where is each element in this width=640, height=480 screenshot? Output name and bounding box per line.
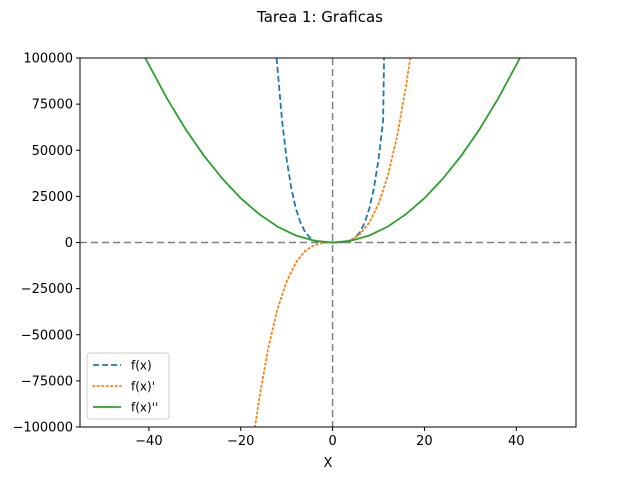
- x-tick-label: 20: [416, 434, 433, 449]
- y-tick-label: −75000: [21, 374, 73, 389]
- chart-title: Tarea 1: Graficas: [256, 8, 383, 26]
- y-tick-label: −100000: [12, 421, 73, 436]
- x-tick-label: 0: [328, 434, 336, 449]
- series-line-3: [144, 58, 521, 244]
- y-tick-label: −50000: [21, 328, 73, 343]
- x-tick-label: 40: [508, 434, 525, 449]
- y-tick-label: 0: [65, 236, 73, 251]
- x-axis-label: X: [324, 456, 333, 471]
- legend-box: [86, 352, 170, 420]
- legend-label-3: f(x)'': [131, 401, 158, 415]
- y-tick-label: 25000: [32, 190, 73, 205]
- y-tick-label: −25000: [21, 282, 73, 297]
- x-tick-label: −40: [135, 434, 162, 449]
- y-tick-label: 75000: [32, 98, 73, 113]
- y-tick-label: 50000: [32, 144, 73, 159]
- legend-label-2: f(x)': [131, 380, 155, 394]
- y-axis: −100000 −75000 −50000 −25000 0 25000 50000 7500…: [12, 52, 80, 436]
- x-axis: −40 −20 0 20 40: [135, 427, 525, 449]
- y-tick-label: 100000: [23, 52, 73, 67]
- legend: f(x) f(x)' f(x)'': [86, 352, 170, 420]
- x-tick-label: −20: [227, 434, 254, 449]
- series-layer: [144, 58, 521, 427]
- legend-label-1: f(x): [131, 359, 152, 373]
- series-line-1: [275, 58, 385, 244]
